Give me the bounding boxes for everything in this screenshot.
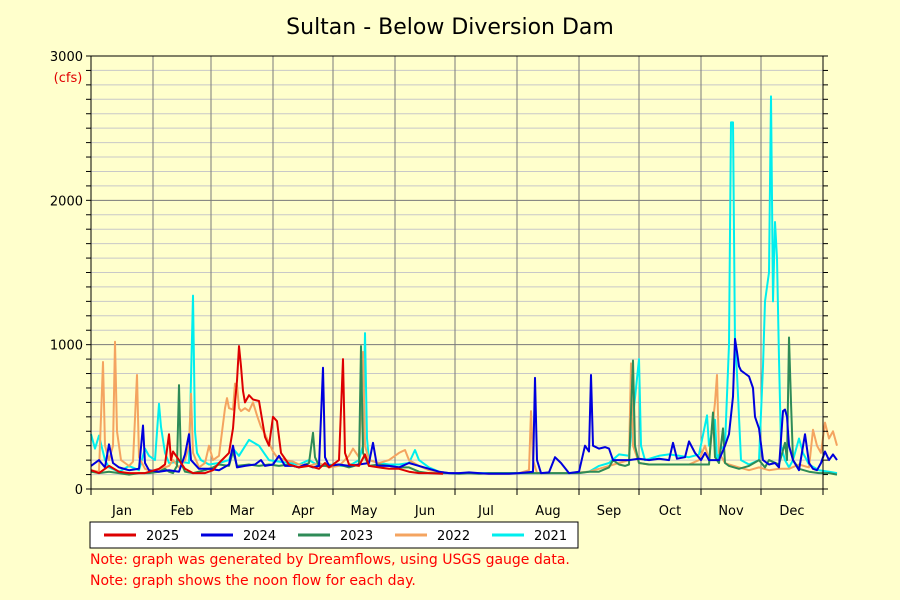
note-noon-flow: Note: graph shows the noon flow for each… bbox=[90, 573, 416, 589]
x-tick-label: Jun bbox=[414, 504, 435, 519]
x-tick-label: May bbox=[351, 504, 378, 519]
x-tick-label: Apr bbox=[292, 504, 315, 519]
series-lines bbox=[90, 95, 838, 476]
legend: 2025 2024 2023 2022 2021 bbox=[89, 521, 579, 549]
y-tick-label: 1000 bbox=[50, 339, 83, 354]
y-tick-label: 3000 bbox=[50, 50, 83, 65]
legend-label-2023: 2023 bbox=[340, 529, 373, 544]
y-axis-unit: (cfs) bbox=[54, 71, 83, 86]
series-line-2024 bbox=[90, 337, 838, 475]
x-tick-label: Sep bbox=[597, 504, 622, 519]
legend-label-2022: 2022 bbox=[437, 529, 470, 544]
x-tick-label: Dec bbox=[779, 504, 804, 519]
x-tick-label: Feb bbox=[170, 504, 193, 519]
legend-label-2025: 2025 bbox=[146, 529, 179, 544]
x-tick-label: Jan bbox=[111, 504, 132, 519]
series-line-2025 bbox=[90, 345, 444, 475]
legend-label-2024: 2024 bbox=[243, 529, 276, 544]
x-tick-label: Oct bbox=[659, 504, 681, 519]
axes: 0 1000 2000 3000 Jan Feb Mar Apr May Jun Jul Aug Sep… bbox=[50, 50, 828, 519]
x-tick-label: Mar bbox=[230, 504, 255, 519]
y-tick-label: 0 bbox=[75, 483, 83, 498]
x-tick-label: Aug bbox=[535, 504, 560, 519]
y-tick-label: 2000 bbox=[50, 194, 83, 209]
x-tick-label: Jul bbox=[477, 504, 494, 519]
x-tick-label: Nov bbox=[718, 504, 744, 519]
chart-title: Sultan - Below Diversion Dam bbox=[286, 15, 614, 40]
note-source: Note: graph was generated by Dreamflows,… bbox=[90, 552, 570, 568]
legend-label-2021: 2021 bbox=[534, 529, 567, 544]
